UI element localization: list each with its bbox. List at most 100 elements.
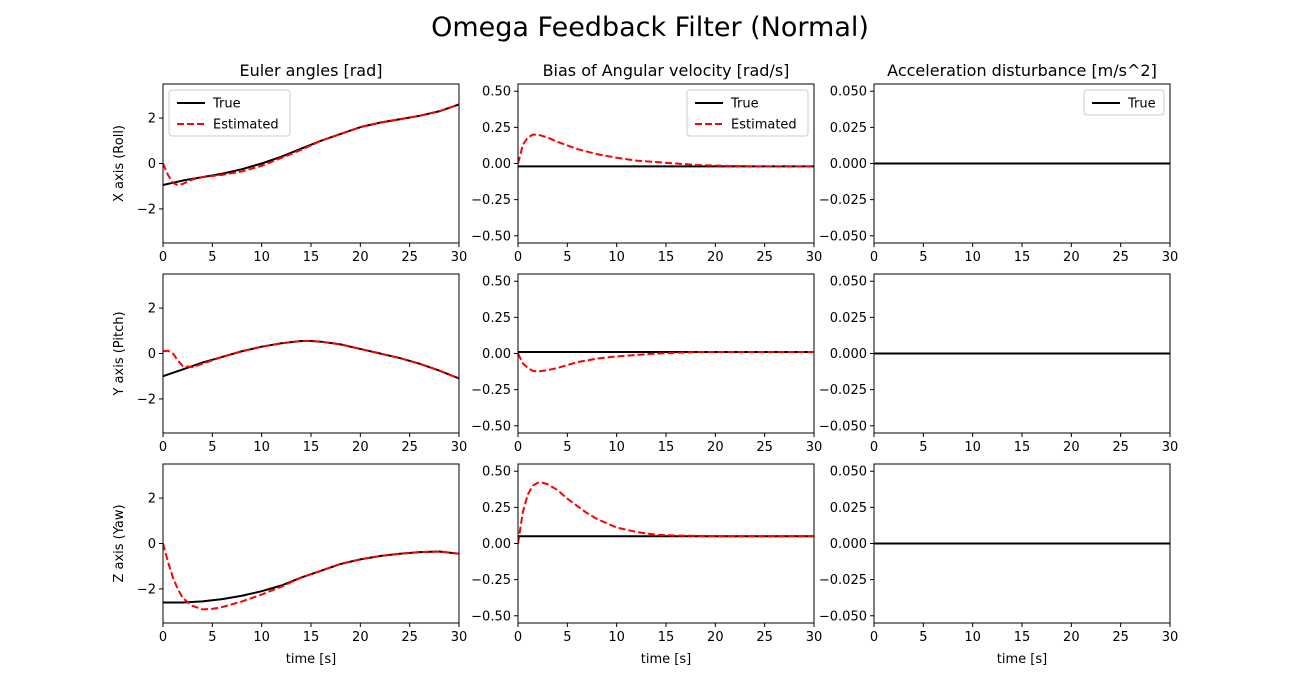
x-tick-label: 5: [208, 630, 216, 645]
y-tick-label: −0.50: [471, 609, 511, 624]
y-tick-label: 0.025: [830, 121, 867, 136]
legend-label: Estimated: [731, 118, 797, 133]
y-tick-label: 0.00: [482, 347, 511, 362]
x-tick-label: 20: [707, 250, 724, 265]
subplot-r1c0: 0 5 10 15 20 25 30 −2 0 2 Y axis (Pitch): [112, 273, 468, 455]
plot-frame: [162, 273, 460, 434]
legend-label: True: [212, 97, 241, 112]
y-tick-label: 0.25: [482, 121, 511, 136]
estimated-series-line: [163, 103, 459, 187]
y-tick-label: 2: [148, 302, 156, 317]
x-tick-label: 30: [1162, 440, 1179, 455]
y-axis-label: Y axis (Pitch): [112, 311, 127, 396]
y-tick-label: −0.025: [819, 573, 867, 588]
x-tick-label: 20: [1063, 250, 1080, 265]
y-tick-label: 0.50: [482, 85, 511, 100]
y-axis-label: X axis (Roll): [112, 125, 127, 202]
x-tick-label: 15: [303, 630, 320, 645]
subplot-r2c1: 0 5 10 15 20 25 30 −0.50 −0.25 0.00 0.25 0.50 time […: [471, 463, 822, 667]
x-tick-label: 5: [563, 440, 571, 455]
y-tick-label: −2: [137, 582, 156, 597]
estimated-series-line: [163, 543, 459, 611]
x-tick-label: 10: [964, 630, 981, 645]
y-tick-label: 0.50: [482, 275, 511, 290]
x-tick-label: 10: [608, 440, 625, 455]
x-tick-label: 20: [352, 440, 369, 455]
x-tick-label: 25: [401, 630, 418, 645]
subplot-r1c2: 0 5 10 15 20 25 30 −0.050 −0.025 0.000 0.025 0.050: [819, 273, 1179, 455]
x-tick-label: 20: [352, 250, 369, 265]
x-tick-label: 5: [919, 250, 927, 265]
x-tick-label: 0: [514, 440, 522, 455]
y-tick-label: 0: [148, 157, 156, 172]
x-axis-label: time [s]: [641, 652, 691, 667]
legend-box: [1083, 89, 1165, 116]
y-tick-label: 0.00: [482, 157, 511, 172]
subplot-r0c1: 0 5 10 15 20 25 30 −0.50 −0.25 0.00 0.25 0.50 Bias o…: [471, 61, 822, 265]
legend-label: Estimated: [213, 118, 279, 133]
subplot-r2c2: 0 5 10 15 20 25 30 −0.050 −0.025 0.000 0.025 0.050 t…: [819, 463, 1178, 667]
y-tick-label: 0.50: [482, 465, 511, 480]
x-tick-label: 30: [806, 440, 823, 455]
x-tick-label: 10: [964, 440, 981, 455]
x-tick-label: 0: [514, 630, 522, 645]
series-group: [163, 103, 459, 187]
series-group: [518, 351, 814, 373]
x-tick-label: 30: [451, 250, 468, 265]
figure-title: Omega Feedback Filter (Normal): [431, 12, 869, 43]
x-tick-label: 25: [1112, 250, 1129, 265]
x-tick-label: 20: [707, 630, 724, 645]
y-tick-label: 0: [148, 537, 156, 552]
y-tick-label: −0.50: [471, 419, 511, 434]
y-tick-label: 0.050: [830, 465, 867, 480]
y-tick-label: −0.025: [819, 383, 867, 398]
true-series-line: [163, 340, 459, 380]
true-series-line: [163, 550, 459, 604]
x-tick-label: 15: [1014, 440, 1031, 455]
x-tick-label: 5: [919, 440, 927, 455]
x-tick-label: 25: [756, 440, 773, 455]
y-tick-label: −2: [137, 392, 156, 407]
y-tick-label: 0.00: [482, 537, 511, 552]
x-tick-label: 30: [1162, 250, 1179, 265]
x-tick-label: 30: [451, 440, 468, 455]
y-tick-label: −0.25: [471, 193, 511, 208]
x-tick-label: 10: [608, 250, 625, 265]
y-tick-label: 0.25: [482, 501, 511, 516]
series-group: [518, 481, 814, 544]
legend-label: True: [1127, 97, 1156, 112]
x-tick-label: 20: [352, 630, 369, 645]
subplot-r2c0: 0 5 10 15 20 25 30 −2 0 2 Z axis (Yaw) time [s]: [112, 463, 467, 667]
x-tick-label: 25: [1112, 630, 1129, 645]
x-tick-label: 25: [401, 250, 418, 265]
y-tick-label: −0.25: [471, 573, 511, 588]
legend: True Estimated: [168, 89, 291, 137]
x-tick-label: 5: [919, 630, 927, 645]
x-tick-label: 15: [303, 250, 320, 265]
x-tick-label: 25: [756, 250, 773, 265]
subplot-title: Bias of Angular velocity [rad/s]: [543, 61, 790, 80]
y-tick-label: 0.025: [830, 501, 867, 516]
x-tick-label: 25: [401, 440, 418, 455]
subplot-r0c2: 0 5 10 15 20 25 30 −0.050 −0.025 0.000 0.025 0.050 A…: [819, 61, 1178, 265]
subplot-title: Euler angles [rad]: [239, 61, 382, 80]
x-tick-label: 0: [870, 250, 878, 265]
x-tick-label: 5: [563, 250, 571, 265]
y-tick-label: −0.050: [819, 609, 867, 624]
y-tick-label: 0.050: [830, 275, 867, 290]
legend-label: True: [730, 97, 759, 112]
y-tick-label: −2: [137, 202, 156, 217]
x-tick-label: 5: [208, 440, 216, 455]
x-tick-label: 10: [608, 630, 625, 645]
y-tick-label: 0.000: [830, 157, 867, 172]
plot-frame: [517, 273, 815, 434]
x-tick-label: 25: [756, 630, 773, 645]
x-tick-label: 15: [1014, 630, 1031, 645]
y-tick-label: −0.50: [471, 229, 511, 244]
x-tick-label: 10: [253, 630, 270, 645]
x-tick-label: 15: [303, 440, 320, 455]
legend: True Estimated: [686, 89, 809, 137]
y-tick-label: 2: [148, 112, 156, 127]
x-axis-label: time [s]: [286, 652, 336, 667]
